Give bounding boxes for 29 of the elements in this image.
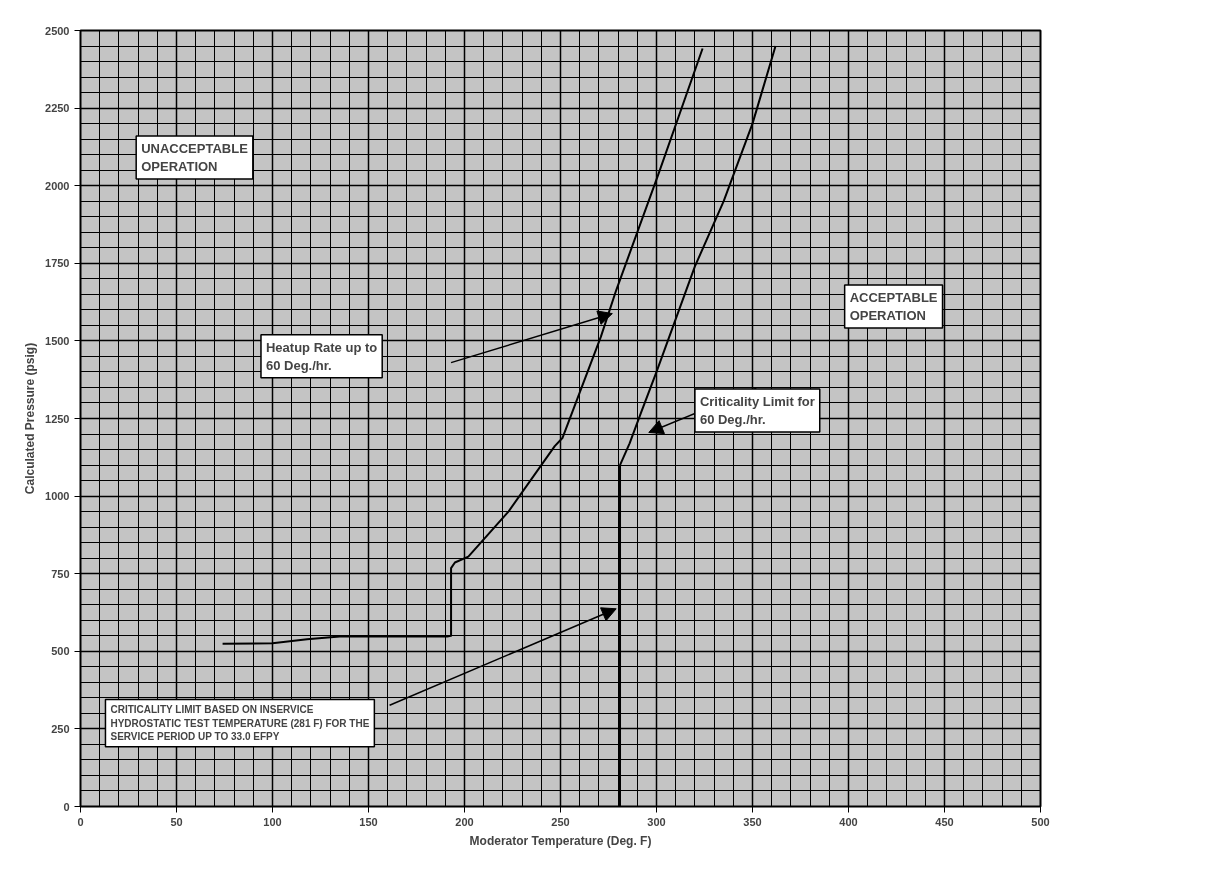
annotation: CRITICALITY LIMIT BASED ON INSERVICE HYDROSTATIC TEST TEMPERATURE (281 F) FOR THE SERVICE PERIOD UP TO 33.0 EFPY	[110, 704, 370, 742]
annotation: Heatup Rate up to 60 Deg./hr.	[265, 339, 378, 373]
x-tick-label: 450	[935, 815, 954, 828]
y-axis-title: Calculated Pressure (psig)	[23, 342, 38, 495]
y-tick-label: 2000	[45, 179, 70, 192]
y-tick-label: 2500	[45, 24, 70, 37]
x-tick-label: 250	[551, 815, 570, 828]
x-tick-label: 500	[1031, 815, 1050, 828]
y-tick-label: 1750	[45, 257, 70, 270]
x-tick-label: 400	[839, 815, 858, 828]
y-tick-label: 0	[63, 800, 70, 813]
annotation: UNACCEPTABLE OPERATION	[141, 141, 249, 175]
x-tick-label: 50	[170, 815, 183, 828]
x-tick-label: 150	[359, 815, 378, 828]
y-tick-label: 2250	[45, 102, 70, 115]
annotation: Criticality Limit for 60 Deg./hr.	[699, 394, 815, 428]
y-tick-label: 250	[51, 722, 70, 735]
x-tick-label: 100	[263, 815, 282, 828]
y-tick-label: 500	[51, 645, 70, 658]
x-tick-label: 300	[647, 815, 666, 828]
x-tick-label: 200	[455, 815, 474, 828]
x-tick-label: 350	[743, 815, 762, 828]
y-tick-label: 750	[51, 567, 70, 580]
y-tick-label: 1250	[45, 412, 70, 425]
annotation: ACCEPTABLE OPERATION	[849, 290, 938, 324]
y-tick-label: 1500	[45, 334, 70, 347]
y-tick-label: 1000	[45, 490, 70, 503]
x-tick-label: 0	[77, 815, 84, 828]
x-axis-title: Moderator Temperature (Deg. F)	[469, 833, 652, 848]
